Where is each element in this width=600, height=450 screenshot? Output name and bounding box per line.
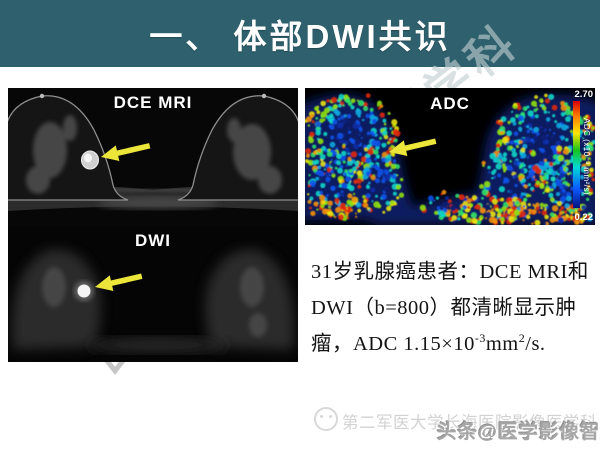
institution-logo-icon bbox=[314, 407, 338, 431]
description-line-2: DWI（b=800）都清晰显示肿 bbox=[311, 297, 577, 319]
colorbar-max-value: 2.70 bbox=[574, 89, 594, 100]
page-title: 一、 体部DWI共识 bbox=[149, 17, 451, 55]
description-line-1: 31岁乳腺癌患者：DCE MRI和 bbox=[311, 261, 589, 283]
tumor-lesion-dce bbox=[81, 150, 99, 170]
adc-colorbar bbox=[573, 101, 580, 208]
dwi-panel: DWI bbox=[8, 225, 298, 362]
adc-panel: ADC 2.70 0.22 ADC (x10⁻³ mm²/s) bbox=[305, 88, 595, 225]
description-line-3: 瘤，ADC 1.15×10-3mm2/s. bbox=[311, 331, 546, 355]
institution-watermark: 第二军医大学长海医院影像医学科 bbox=[342, 414, 597, 432]
adc-speckle-layer bbox=[305, 93, 595, 225]
colorbar-min-value: 0.22 bbox=[574, 212, 594, 223]
source-watermark: 头条@医学影像智库 bbox=[437, 421, 600, 443]
left-image-column: DCE MRI bbox=[8, 88, 298, 362]
dwi-label: DWI bbox=[134, 231, 172, 250]
yellow-arrow-icon bbox=[95, 273, 143, 291]
tumor-lesion-dwi bbox=[74, 281, 94, 301]
dce-mri-image bbox=[8, 88, 298, 225]
dwi-image bbox=[8, 225, 298, 362]
dce-mri-label: DCE MRI bbox=[113, 93, 193, 112]
dce-mri-panel: DCE MRI bbox=[8, 88, 298, 225]
title-banner: 一、 体部DWI共识 bbox=[0, 0, 600, 67]
adc-label: ADC bbox=[430, 94, 470, 113]
yellow-arrow-icon bbox=[101, 143, 151, 161]
gland-texture bbox=[26, 115, 282, 194]
yellow-arrow-icon bbox=[389, 138, 437, 156]
adc-map-image bbox=[305, 88, 595, 225]
colorbar-unit-label: ADC (x10⁻³ mm²/s) bbox=[582, 118, 591, 196]
